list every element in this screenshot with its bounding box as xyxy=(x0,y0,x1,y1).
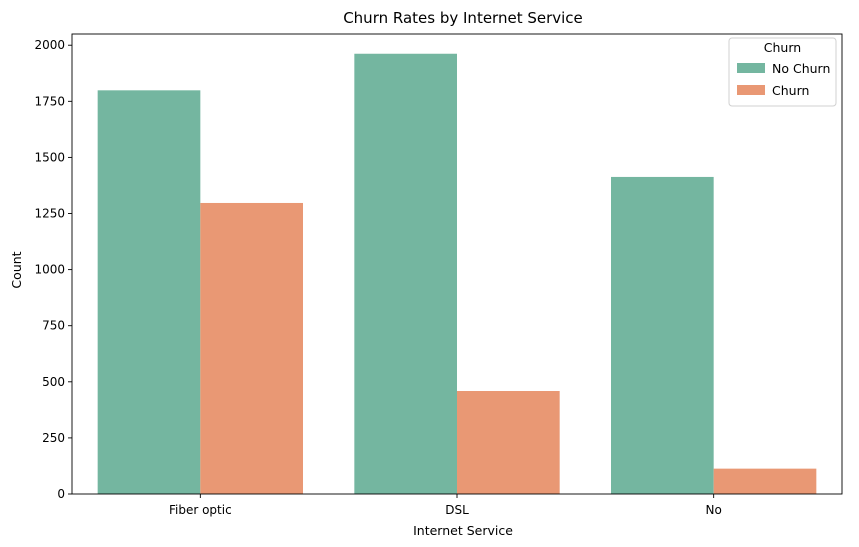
bar-no-churn-fiber-optic xyxy=(97,90,201,494)
bar-churn-fiber-optic xyxy=(200,202,303,494)
y-tick-label: 500 xyxy=(42,375,65,389)
y-tick-label: 0 xyxy=(57,487,65,501)
y-tick-label: 2000 xyxy=(34,38,65,52)
x-tick-label: No xyxy=(706,503,722,517)
y-tick-label: 250 xyxy=(42,431,65,445)
legend-title: Churn xyxy=(764,40,801,55)
y-tick-label: 1250 xyxy=(34,207,65,221)
bar-churn-dsl xyxy=(457,391,560,494)
bar-churn-no xyxy=(713,468,817,494)
y-tick-label: 750 xyxy=(42,319,65,333)
x-tick-label: DSL xyxy=(445,503,469,517)
x-tick-label: Fiber optic xyxy=(169,503,232,517)
legend: Churn No Churn Churn xyxy=(728,37,837,107)
y-tick-label: 1000 xyxy=(34,263,65,277)
bar-no-churn-no xyxy=(611,176,714,494)
legend-swatch-no-churn xyxy=(737,63,765,73)
y-tick-label: 1750 xyxy=(34,94,65,108)
legend-label-no-churn: No Churn xyxy=(772,61,830,76)
x-axis-label: Internet Service xyxy=(413,523,513,538)
legend-label-churn: Churn xyxy=(772,83,809,98)
bar-no-churn-dsl xyxy=(354,53,457,495)
chart-title: Churn Rates by Internet Service xyxy=(343,9,583,27)
y-tick-label: 1500 xyxy=(34,150,65,164)
plot-area: 0 250 500 750 1000 1250 1500 1750 2000 Fiber opti… xyxy=(34,33,843,517)
legend-swatch-churn xyxy=(737,85,765,95)
y-axis-label: Count xyxy=(9,251,24,288)
